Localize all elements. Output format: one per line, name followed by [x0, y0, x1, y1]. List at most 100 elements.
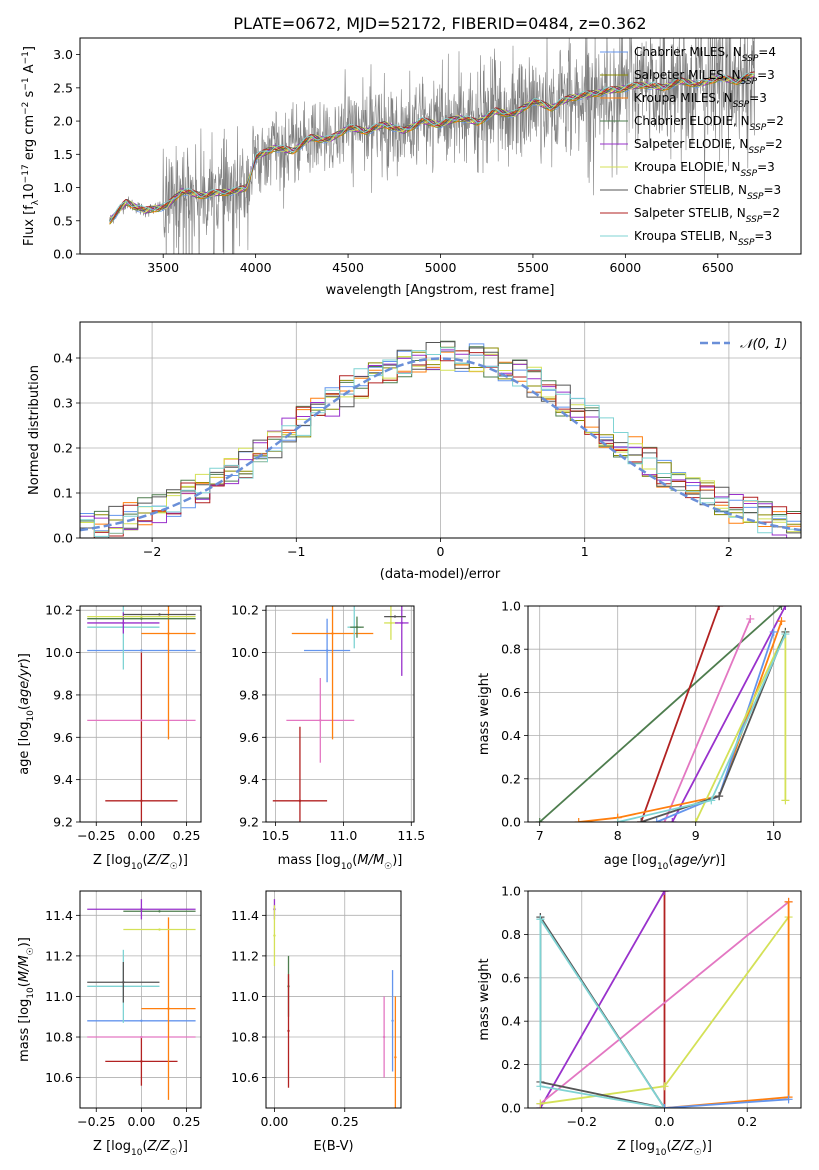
plus-marker [652, 818, 661, 822]
x-tick-label: 0.25 [173, 828, 201, 843]
y-tick-label: 10.0 [231, 645, 259, 660]
axes-frame [527, 890, 802, 1109]
data-point [400, 621, 403, 625]
y-axis-label: mass weight [477, 958, 492, 1040]
data-point [158, 928, 161, 931]
plus-marker [660, 891, 669, 895]
y-tick-label: 0.4 [53, 351, 73, 366]
x-tick-label: 0.00 [127, 828, 155, 843]
plus-marker [613, 818, 622, 822]
data-point [325, 649, 329, 652]
plot-area [87, 899, 196, 1100]
data-point [167, 632, 170, 635]
x-axis-label: Z [log10(Z/Z☉)] [617, 1139, 712, 1158]
y-axis-label: age [log10(age/yr)] [17, 653, 36, 775]
y-tick-label: 1.5 [53, 147, 73, 162]
y-tick-label: 0.0 [53, 247, 73, 262]
mass-weight-line-kroupa-stelib [617, 633, 787, 822]
data-point [140, 1035, 143, 1039]
x-tick-label: 9 [692, 828, 700, 843]
y-tick-label: 0.2 [501, 771, 521, 786]
data-point [158, 910, 161, 913]
age-vs-metallicity-panel: −0.25 0.00 0.25 9.2 9.4 9.6 9.8 10.0 10.2 Z [log1… [17, 603, 202, 872]
x-tick-label: −2 [143, 544, 161, 559]
axes-frame [79, 37, 802, 255]
y-tick-label: 0.2 [53, 441, 73, 456]
histogram-kroupa-elodie [80, 350, 801, 533]
histogram-chabrier-stelib [80, 341, 801, 538]
legend-entry: Chabrier MILES, NSSP=4 [634, 45, 776, 64]
axes-frame [265, 605, 415, 823]
plus-marker [784, 897, 793, 906]
plus-marker [784, 1095, 793, 1104]
mass-weight-line-salpeter-elodie [539, 891, 666, 1108]
data-point [140, 719, 143, 722]
x-tick-label: 5500 [517, 260, 549, 275]
mass-weight-line-chabrier-elodie [539, 606, 783, 822]
histogram-kroupa-stelib [80, 347, 801, 537]
grid [80, 891, 201, 1108]
x-axis-label: mass [log10(M/M☉)] [278, 853, 403, 872]
plus-marker [715, 606, 724, 610]
y-tick-label: 11.4 [231, 908, 259, 923]
y-axis-label: mass [log10(M/M☉)] [17, 937, 36, 1062]
plus-marker [777, 617, 786, 626]
y-tick-label: 3.0 [53, 47, 73, 62]
grid [266, 606, 414, 823]
plus-marker [660, 1104, 669, 1108]
y-tick-label: 9.6 [239, 730, 259, 745]
axes-frame [79, 321, 802, 539]
x-tick-label: 4000 [240, 260, 272, 275]
data-point [158, 613, 161, 616]
plus-marker [746, 614, 755, 623]
residual-histogram-panel: −2 −1 0 1 2 0.0 0.1 0.2 0.3 0.4 (data-model)/error… [27, 321, 802, 582]
model-spectrum-salpeter-elodie [109, 75, 755, 219]
y-tick-label: 10.6 [231, 1070, 259, 1085]
y-axis-label: Normed distribution [27, 365, 42, 495]
y-tick-label: 9.8 [239, 687, 259, 702]
x-tick-label: 0.2 [737, 1114, 757, 1129]
axes-frame [79, 890, 202, 1109]
plus-marker [781, 630, 790, 639]
x-tick-label: 8 [614, 828, 622, 843]
data-point [298, 799, 302, 803]
y-tick-label: 10.6 [45, 1070, 73, 1085]
data-point [140, 649, 143, 652]
y-tick-label: 9.4 [239, 772, 259, 787]
y-tick-label: 1.0 [53, 180, 73, 195]
mass-weight-line-kroupa-miles [578, 620, 783, 822]
y-tick-label: 1.0 [501, 884, 521, 899]
y-tick-label: 0.1 [53, 486, 73, 501]
x-axis-label: (data-model)/error [380, 567, 501, 582]
y-tick-label: 2.0 [53, 114, 73, 129]
legend: Chabrier MILES, NSSP=4 Salpeter MILES, NS… [600, 45, 784, 248]
y-tick-label: 0.0 [501, 815, 521, 830]
plus-marker [668, 818, 677, 822]
plus-marker [777, 606, 786, 610]
y-axis-label: mass weight [477, 673, 492, 755]
mass-weight-line-kroupa-miles [664, 901, 790, 1108]
axes-frame [265, 890, 402, 1109]
x-axis-label: Z [log10(Z/Z☉)] [93, 853, 188, 872]
data-point [140, 799, 143, 803]
y-tick-label: 11.2 [231, 948, 259, 963]
y-tick-label: 0.6 [501, 970, 521, 985]
data-point [140, 1019, 143, 1022]
x-tick-label: 3500 [147, 260, 179, 275]
legend-entry: Kroupa ELODIE, NSSP=3 [634, 160, 775, 179]
x-tick-label: 2 [725, 544, 733, 559]
legend-entry: Kroupa STELIB, NSSP=3 [634, 229, 772, 248]
legend-entry: Salpeter MILES, NSSP=3 [634, 68, 775, 87]
legend-entry: Kroupa MILES, NSSP=3 [634, 91, 767, 110]
mass-weight-line-kroupa-elodie [694, 631, 787, 822]
y-tick-label: 11.0 [45, 989, 73, 1004]
age-vs-mass-panel: 10.5 11.0 11.5 9.2 9.4 9.6 9.8 10.0 10.2 mass [lo… [231, 603, 425, 872]
grid [266, 891, 401, 1108]
y-tick-label: 0.6 [501, 685, 521, 700]
data-point [140, 615, 143, 618]
mass-weight-line-extra [539, 901, 790, 1105]
plot-area [87, 606, 196, 822]
histogram-salpeter-stelib [80, 350, 801, 538]
y-tick-label: 0.2 [501, 1057, 521, 1072]
